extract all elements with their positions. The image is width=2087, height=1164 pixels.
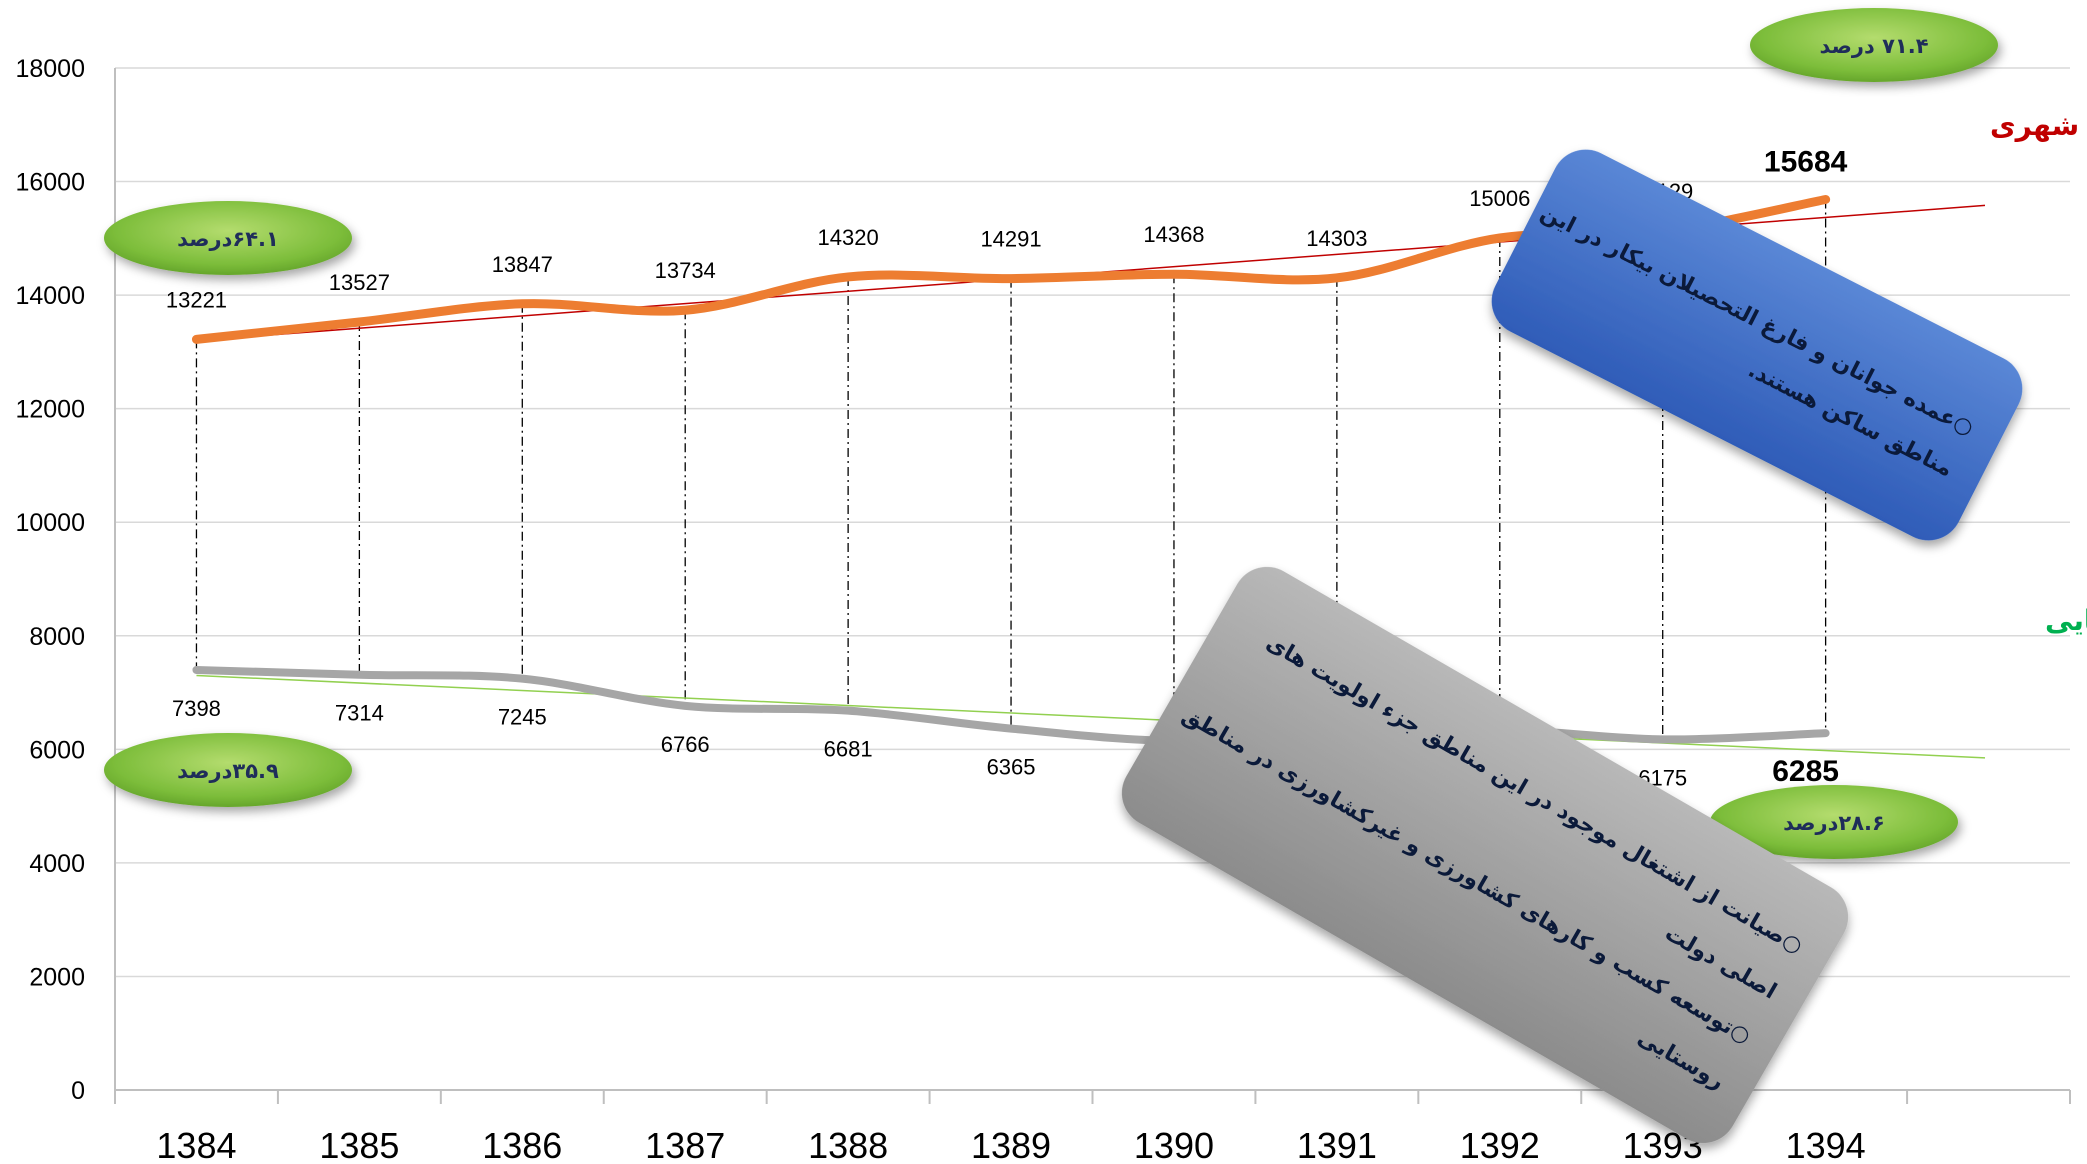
data-label-rural: 7245	[498, 705, 547, 730]
data-label-rural: 7398	[172, 696, 221, 721]
note-boxes: ○عمده جوانان و فارغ التحصیلان بیکار در ا…	[1121, 149, 2023, 1144]
data-label-urban: 15684	[1764, 145, 1848, 178]
y-tick-label: 12000	[15, 396, 85, 424]
y-tick-label: 14000	[15, 282, 85, 310]
badge-text: ۲۸.۶درصد	[1783, 811, 1885, 835]
series-name-rural: مناطق روستایی	[2045, 604, 2087, 637]
percent-badge: ۷۱.۴ درصد	[1750, 8, 1998, 82]
x-tick-label: 1388	[808, 1125, 888, 1164]
data-label-urban: 14303	[1306, 226, 1367, 251]
gridlines: 0 2000 4000 6000 8000 10000 12000 14000 16000 180…	[15, 55, 2070, 1105]
data-labels: 13221 13527 13847 13734 14320 14291 14368 14303…	[166, 109, 2087, 792]
badge-text: ۳۵.۹درصد	[177, 759, 279, 783]
x-tick-label: 1389	[971, 1125, 1051, 1164]
data-label-urban: 14320	[818, 225, 879, 250]
data-label-urban: 14368	[1143, 222, 1204, 247]
percent-badges: ۶۴.۱درصد ۷۱.۴ درصد ۳۵.۹درصد ۲۸.۶درصد	[104, 8, 1998, 859]
badge-text: ۶۴.۱درصد	[177, 227, 279, 251]
data-label-urban: 15006	[1469, 186, 1530, 211]
data-label-rural: 7314	[335, 701, 384, 726]
x-tick-label: 1392	[1460, 1125, 1540, 1164]
badge-text: ۷۱.۴ درصد	[1819, 34, 1928, 58]
data-label-urban: 13734	[655, 258, 716, 283]
data-label-rural: 6766	[661, 732, 710, 757]
data-label-urban: 13527	[329, 270, 390, 295]
note-box-rural: ○صیانت از اشتغال موجود در این مناطق جزء …	[1121, 566, 1849, 1144]
x-tick-label: 1384	[156, 1125, 236, 1164]
badge-shape	[1750, 8, 1998, 82]
note-box-urban: ○عمده جوانان و فارغ التحصیلان بیکار در ا…	[1491, 149, 2023, 541]
series-name-urban: مناطق شهری	[1990, 109, 2087, 142]
percent-badge: ۲۸.۶درصد	[1710, 785, 1958, 859]
x-tick-label: 1385	[319, 1125, 399, 1164]
data-label-urban: 14291	[980, 227, 1041, 252]
y-tick-label: 2000	[29, 963, 85, 991]
y-tick-label: 0	[71, 1077, 85, 1105]
y-tick-label: 18000	[15, 55, 85, 83]
x-tick-label: 1390	[1134, 1125, 1214, 1164]
badge-shape	[1710, 785, 1958, 859]
badge-shape	[104, 733, 352, 807]
percent-badge: ۳۵.۹درصد	[104, 733, 352, 807]
y-tick-label: 16000	[15, 169, 85, 197]
y-tick-label: 4000	[29, 850, 85, 878]
x-tick-label: 1391	[1297, 1125, 1377, 1164]
x-tick-label: 1394	[1786, 1125, 1866, 1164]
x-tick-label: 1387	[645, 1125, 725, 1164]
data-label-rural: 6365	[987, 755, 1036, 780]
data-label-urban: 13221	[166, 287, 227, 312]
y-tick-label: 8000	[29, 623, 85, 651]
badge-shape	[104, 201, 352, 275]
note-shape	[1491, 149, 2023, 541]
trend-line	[196, 674, 1986, 759]
data-label-rural: 6681	[824, 737, 873, 762]
y-tick-label: 10000	[15, 509, 85, 537]
percent-badge: ۶۴.۱درصد	[104, 201, 352, 275]
data-label-rural: 6285	[1772, 755, 1839, 788]
x-tick-label: 1386	[482, 1125, 562, 1164]
data-label-urban: 13847	[492, 252, 553, 277]
y-tick-label: 6000	[29, 736, 85, 764]
note-shape	[1121, 566, 1849, 1144]
